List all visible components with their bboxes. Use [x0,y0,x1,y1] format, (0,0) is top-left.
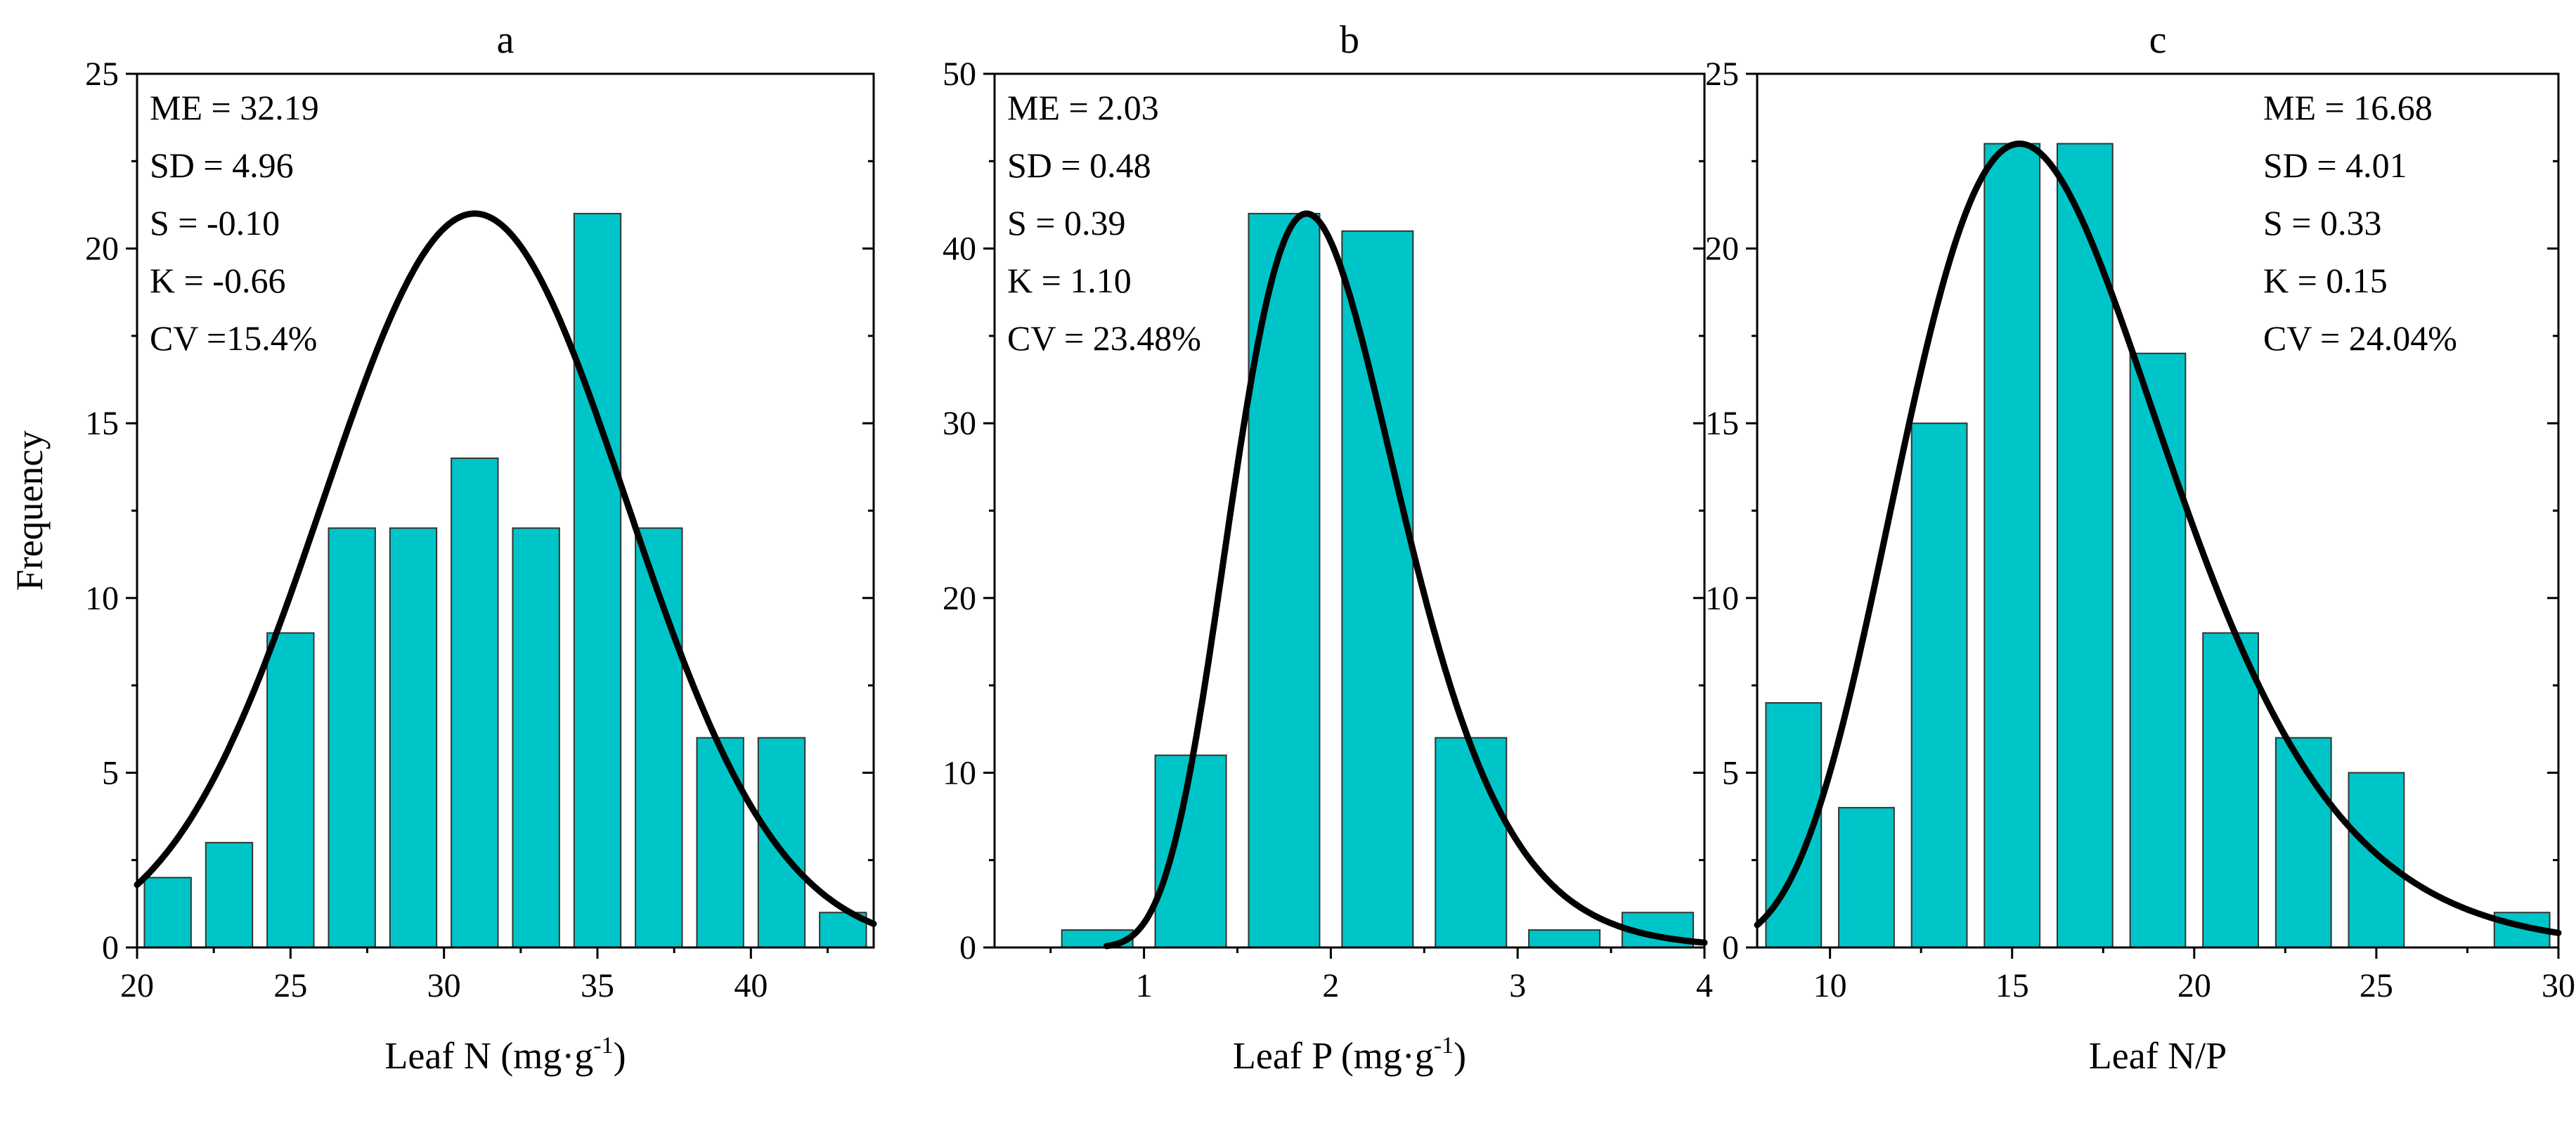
y-tick-label: 0 [102,929,119,966]
x-axis-label-end: ) [1454,1035,1466,1077]
histogram-bar [757,737,806,949]
x-tick-label: 1 [1136,967,1153,1004]
stats-line: ME = 2.03 [1007,88,1159,127]
stats-line: SD = 4.96 [150,145,294,185]
x-tick-label: 3 [1509,967,1526,1004]
x-axis-label-superscript: -1 [1434,1033,1454,1059]
panel-a: 0 5 10 15 20 25 20 25 30 35 40 a Leaf N (mg·g-1) Freq… [8,18,877,1077]
fitted-curve [1754,140,2562,936]
x-axis-label-end: ) [614,1035,626,1077]
y-tick-label: 0 [1722,929,1739,966]
stats-line: S = 0.33 [2263,203,2382,242]
histogram-bar [2129,352,2187,948]
stats-line: CV = 24.04% [2263,318,2457,358]
histogram-bar [205,841,254,948]
histogram-bar [2274,737,2332,949]
y-tick-label: 25 [85,56,119,93]
y-tick-label: 20 [85,231,119,268]
stats-line: K = -0.66 [150,261,285,300]
histogram-bar [512,527,560,948]
stats-line: S = -0.10 [150,203,280,242]
y-axis-label: Frequency [8,431,51,591]
x-axis-label-main: Leaf P (mg·g [1233,1035,1434,1077]
x-tick-label: 20 [120,967,154,1004]
y-tick-label: 40 [943,231,976,268]
x-tick-label: 30 [2542,967,2575,1004]
histogram-bar [2348,772,2405,949]
histogram-bar [389,527,438,948]
histogram-bar [266,632,315,949]
stats-line: ME = 32.19 [150,88,319,127]
stats-line: CV = 23.48% [1007,318,1201,358]
stats-line: K = 1.10 [1007,261,1132,300]
panel-title: c [2149,18,2167,62]
histogram-bar [451,457,499,948]
x-axis-label: Leaf N (mg·g-1) [384,1033,626,1077]
x-axis-label-main: Leaf N/P [2089,1035,2227,1077]
y-tick-label: 25 [1705,56,1739,93]
fitted-curve [1103,210,1708,950]
histogram-bar [573,212,622,948]
fitted-curve [134,210,877,927]
stats-line: SD = 4.01 [2263,145,2407,185]
x-tick-label: 25 [273,967,307,1004]
x-tick-label: 2 [1322,967,1339,1004]
stats-line: ME = 16.68 [2263,88,2433,127]
x-axis-label-main: Leaf N (mg·g [384,1035,593,1077]
x-tick-label: 15 [1995,967,2029,1004]
histogram-bar [1983,143,2041,949]
y-tick-label: 50 [943,56,976,93]
x-axis-label-superscript: -1 [593,1033,613,1059]
histogram-bar [1341,230,1414,948]
histogram-bar [2202,632,2260,949]
stats-line: SD = 0.48 [1007,145,1151,185]
histogram-bar [1910,422,1968,948]
x-tick-label: 10 [1813,967,1847,1004]
x-tick-label: 4 [1696,967,1713,1004]
histogram-bar [328,527,376,948]
y-tick-label: 20 [943,580,976,617]
y-tick-label: 15 [1705,405,1739,442]
histogram-bar [1528,929,1601,949]
panel-b: 0 10 20 30 40 50 1 2 3 4 b Leaf P (mg·g-1) ME = 2.03… [943,18,1713,1077]
y-tick-label: 20 [1705,231,1739,268]
y-tick-label: 15 [85,405,119,442]
stats-line: S = 0.39 [1007,203,1126,242]
x-tick-label: 30 [427,967,461,1004]
histogram-bar [1435,737,1508,949]
y-tick-label: 5 [102,754,119,791]
y-tick-label: 30 [943,405,976,442]
panel-title: b [1340,18,1359,62]
y-tick-label: 5 [1722,754,1739,791]
y-tick-label: 10 [85,580,119,617]
histogram-bar [696,737,744,949]
y-tick-label: 10 [1705,580,1739,617]
histogram-bar [1838,807,1895,948]
stats-line: K = 0.15 [2263,261,2388,300]
panel-title: a [497,18,514,62]
x-tick-label: 25 [2360,967,2393,1004]
histogram-bar [2056,143,2114,949]
x-tick-label: 40 [734,967,768,1004]
panel-c: 0 5 10 15 20 25 10 15 20 25 30 c Leaf N/P ME = 16.68 S… [1705,18,2575,1077]
y-tick-label: 10 [943,754,976,791]
x-axis-label: Leaf P (mg·g-1) [1233,1033,1466,1077]
y-tick-label: 0 [959,929,976,966]
x-tick-label: 35 [581,967,614,1004]
histogram-bar [1154,754,1227,949]
histogram-bar [143,876,192,949]
x-axis-label: Leaf N/P [2089,1035,2227,1077]
x-tick-label: 20 [2177,967,2211,1004]
stats-line: CV =15.4% [150,318,317,358]
